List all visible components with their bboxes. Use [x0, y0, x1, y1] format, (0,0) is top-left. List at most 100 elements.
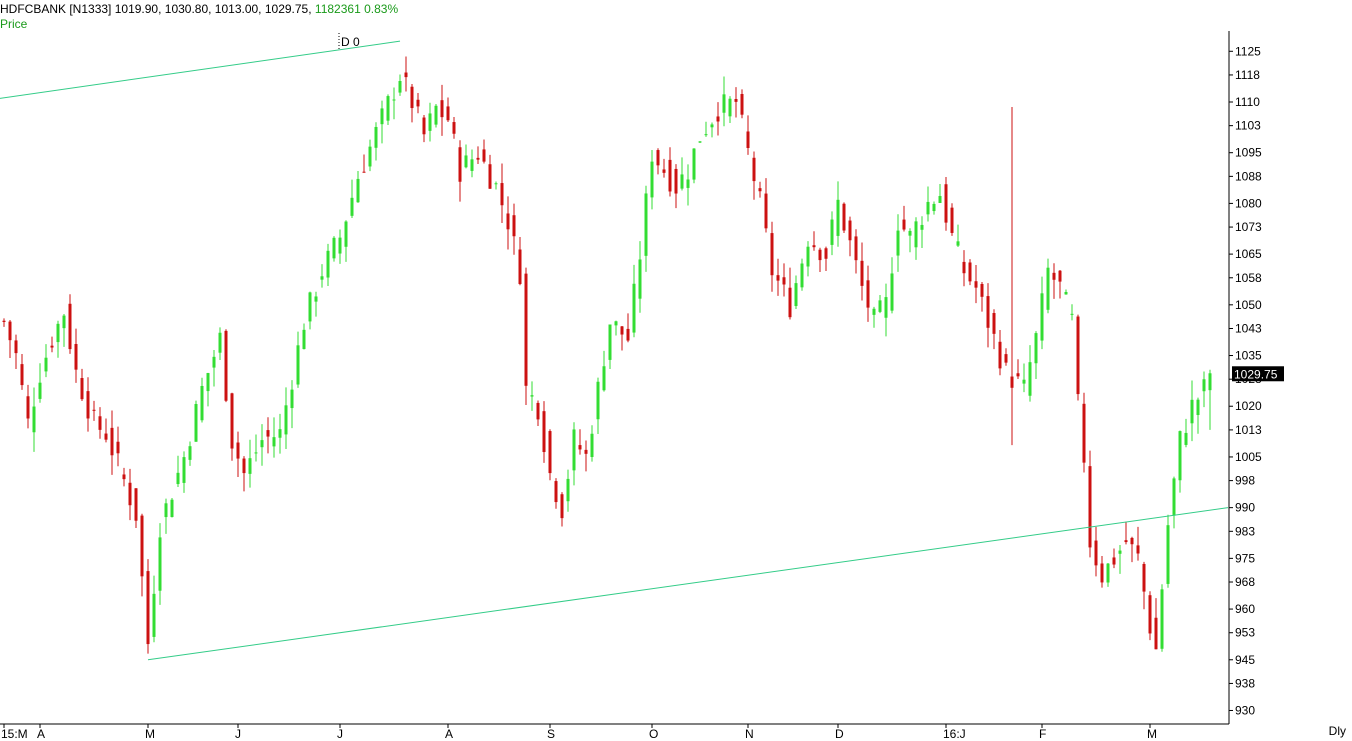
price-tick-label: 983 [1235, 524, 1255, 538]
candle [1058, 270, 1062, 299]
candle [1076, 314, 1080, 401]
price-tick-label: 1050 [1235, 298, 1262, 312]
candle-body [128, 482, 132, 506]
trendline[interactable] [147, 507, 1229, 661]
candle-body [584, 449, 588, 454]
candle-body [998, 341, 1002, 369]
candle-body [290, 389, 294, 409]
candle [1196, 397, 1200, 434]
candle [38, 363, 42, 403]
candle [110, 410, 114, 475]
price-tick-label: 1088 [1235, 169, 1262, 183]
candle-body [272, 437, 276, 447]
candle [746, 115, 750, 155]
candle [806, 241, 810, 277]
candle [1022, 363, 1026, 393]
candle-body [212, 356, 216, 368]
candle-body [590, 433, 594, 458]
candle [488, 154, 492, 189]
candle-body [62, 315, 66, 329]
candle-body [278, 429, 282, 438]
candle [548, 429, 552, 481]
candle-body [158, 537, 162, 591]
candle [920, 216, 924, 249]
candle-body [398, 81, 402, 93]
candle-body [632, 283, 636, 333]
date-tick-label: S [547, 727, 555, 741]
candle-body [440, 100, 444, 118]
price-axis[interactable]: 1125 1118 1110 1103 1095 1088 1080 1073 1065 1058… [1228, 31, 1284, 724]
candle-body [1088, 466, 1092, 548]
candle [230, 392, 234, 461]
candle [824, 246, 828, 271]
candle [32, 387, 36, 452]
candle-body [1070, 313, 1074, 315]
candle-body [656, 150, 660, 166]
candle-body [716, 116, 720, 122]
candle [176, 455, 180, 487]
candle [1088, 450, 1092, 558]
candle [500, 163, 504, 223]
candle-body [260, 440, 264, 448]
price-tick-label: 1110 [1235, 95, 1260, 109]
candle [8, 319, 12, 358]
candle [788, 267, 792, 320]
candle [764, 178, 768, 233]
candle-body [752, 157, 756, 182]
candle-body [494, 183, 498, 185]
trendline[interactable] [0, 40, 401, 99]
date-tick-label: N [745, 727, 754, 741]
candle [428, 102, 432, 142]
candle [164, 498, 168, 534]
candle [818, 247, 822, 273]
candle-body [362, 171, 366, 173]
candle-body [782, 277, 786, 285]
candle [392, 87, 396, 120]
candle [770, 221, 774, 292]
candle-body [1022, 379, 1026, 384]
candle-body [698, 141, 702, 143]
candle-body [344, 221, 348, 247]
candle-body [728, 98, 732, 117]
candle [902, 205, 906, 232]
candle-body [92, 409, 96, 411]
candle [890, 257, 894, 314]
candle-body [218, 332, 222, 353]
candle-body [368, 146, 372, 167]
candle [1202, 371, 1206, 408]
candle [350, 179, 354, 218]
candle-body [848, 220, 852, 241]
candle-body [836, 199, 840, 236]
candle-body [1094, 540, 1098, 566]
candle [944, 177, 948, 231]
candle-body [434, 105, 438, 125]
price-tick-label: 1073 [1235, 220, 1262, 234]
candle-body [506, 213, 510, 230]
candle [866, 265, 870, 322]
candle [848, 216, 852, 257]
candle [404, 56, 408, 92]
candle [1160, 584, 1164, 652]
candle [560, 492, 564, 527]
candle-body [842, 203, 846, 231]
candle-body [122, 474, 126, 480]
candle-body [650, 161, 654, 198]
trendlines-group[interactable]: D 0 [0, 33, 1229, 661]
candle [878, 295, 882, 314]
date-axis[interactable]: 15:M A M J J A S O N D 16:J F M [0, 723, 1229, 741]
candle [506, 196, 510, 250]
candle-body [560, 494, 564, 519]
last-price-label: 1029.75 [1234, 367, 1278, 381]
date-tick-label: J [235, 727, 241, 741]
candle-body [920, 224, 924, 230]
candle [836, 181, 840, 247]
period-label[interactable]: Dly [1328, 724, 1346, 738]
candle-body [302, 329, 306, 350]
price-tick-label: 1065 [1235, 247, 1262, 261]
candle-body [1034, 333, 1038, 364]
candle [1124, 521, 1128, 545]
candle-body [464, 155, 468, 168]
candle [698, 141, 702, 144]
candle [1082, 392, 1086, 473]
